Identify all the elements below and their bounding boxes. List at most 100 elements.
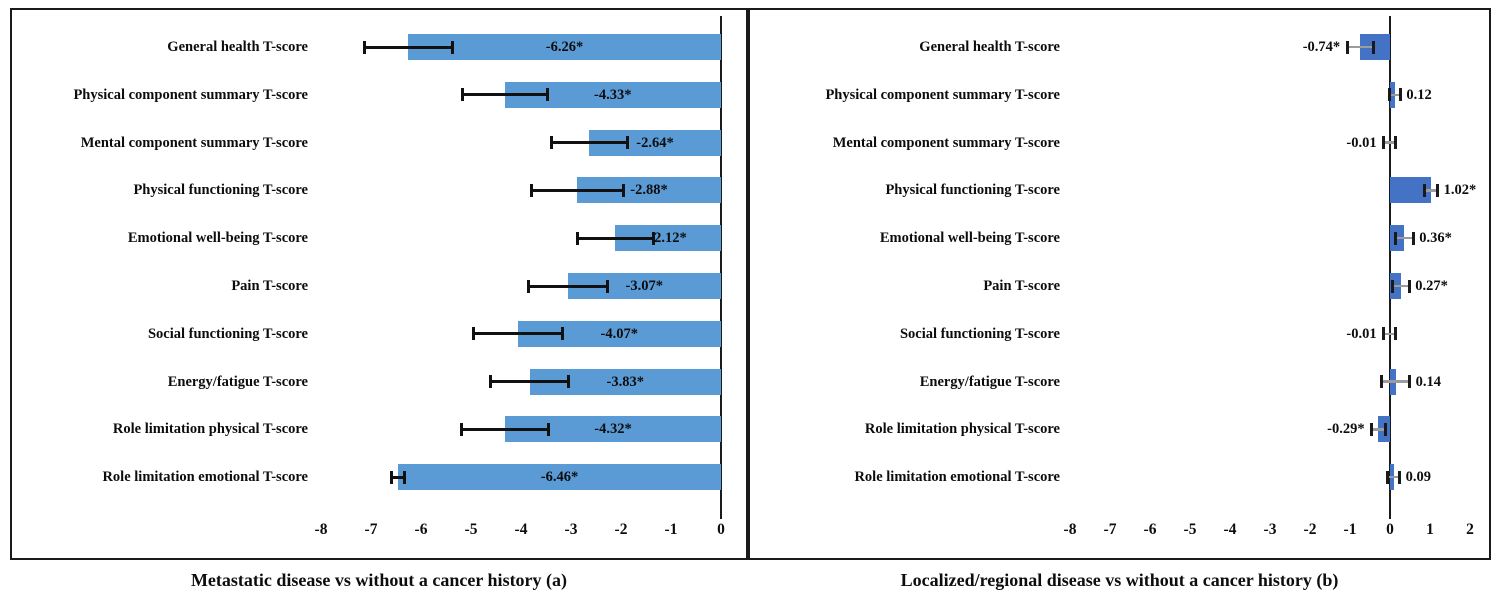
value-label: -6.46* [540,469,579,486]
error-bar-cap [1390,279,1394,293]
error-bar-line [531,188,623,192]
error-bar-cap [390,470,393,484]
error-bar-cap [1383,422,1387,436]
error-bar-cap [575,231,579,245]
x-axis-tick-label: -7 [1103,521,1117,538]
error-bar-line [1347,45,1374,49]
error-bar-line [461,427,549,431]
x-axis-tick-label: 1 [1426,521,1434,538]
error-bar-cap [460,88,464,102]
x-axis-tick-label: -8 [314,521,328,538]
x-axis-tick-label: -2 [1303,521,1317,538]
caption-localized-regional: Localized/regional disease vs without a … [900,570,1339,590]
error-bar-cap [1382,327,1386,341]
x-axis-tick-label: 0 [717,521,725,538]
category-label: Emotional well-being T-score [127,230,308,247]
x-axis-tick-label: 0 [1386,521,1394,538]
value-label: 1.02* [1443,182,1477,199]
category-label: Role limitation emotional T-score [854,469,1060,486]
error-bar-cap [549,136,553,150]
error-bar-cap [450,40,454,54]
category-label: Mental component summary T-score [832,134,1060,151]
error-bar-line [490,380,569,384]
value-label: -0.01 [1346,134,1377,151]
value-label: -2.12* [649,230,687,247]
category-label: General health T-score [919,39,1060,55]
error-bar-line [1383,332,1396,336]
category-label: Energy/fatigue T-score [919,373,1060,390]
error-bar-line [473,332,562,336]
error-bar-cap [1386,470,1390,484]
panel-localized-regional: General health T-score -0.74* Physical com… [748,8,1491,560]
bar [398,464,721,491]
category-label: Energy/fatigue T-score [167,373,308,390]
zero-axis-tick [720,512,722,519]
error-bar-cap [560,327,564,341]
plot-area-localized-regional: General health T-score -0.74* Physical com… [750,10,1489,558]
value-label: -2.88* [630,182,668,199]
error-bar-line [551,141,627,145]
zero-axis-line [1389,16,1391,512]
category-label: Role limitation emotional T-score [102,469,308,486]
error-bar-line [528,284,607,288]
category-label: Emotional well-being T-score [879,230,1060,247]
x-axis-tick-label: -4 [514,521,528,538]
error-bar-cap [1387,88,1391,102]
x-axis-tick-label: -3 [1263,521,1277,538]
value-label: 0.36* [1419,230,1452,247]
error-bar-cap [1380,375,1384,389]
value-label: -4.33* [594,86,632,103]
category-label: Social functioning T-score [147,325,308,342]
error-bar-cap [567,375,570,389]
category-label: Mental component summary T-score [80,134,308,151]
category-label: Physical component summary T-score [825,86,1060,103]
error-bar-line [391,475,405,479]
error-bar-cap [1370,422,1374,436]
error-bar-line [1395,236,1414,240]
error-bar-cap [621,183,625,197]
error-bar-cap [1345,40,1349,54]
error-bar-cap [489,375,492,389]
error-bar-line [1392,284,1410,288]
caption-metastatic: Metastatic disease vs without a cancer h… [190,570,568,590]
x-axis-tick-label: -6 [1143,521,1157,538]
error-bar-cap [529,183,533,197]
error-bar-cap [545,88,549,102]
error-bar-cap [1398,470,1402,484]
error-bar-cap [547,422,550,436]
category-label: Physical component summary T-score [73,86,308,103]
error-bar-line [1371,428,1386,431]
category-label: Role limitation physical T-score [864,421,1060,438]
value-label: -4.07* [600,325,638,342]
error-bar-cap [651,231,655,245]
x-axis-tick-label: -1 [1343,521,1357,538]
category-label: General health T-score [167,39,308,55]
x-axis-tick-label: -4 [1223,521,1237,538]
error-bar-line [1383,141,1396,144]
error-bar-line [577,236,653,240]
error-bar-line [1389,93,1401,97]
error-bar-line [364,45,452,49]
error-bar-cap [1398,88,1402,102]
value-label: -6.26* [545,39,584,55]
error-bar-cap [1422,183,1426,197]
value-label: -2.64* [636,134,674,151]
x-axis-tick-label: -1 [664,521,678,538]
error-bar-cap [1436,183,1440,197]
x-axis-tick-label: -7 [364,521,378,538]
category-label: Role limitation physical T-score [112,421,308,438]
error-bar-line [462,93,547,97]
error-bar-cap [605,279,609,293]
error-bar-cap [403,470,406,484]
zero-axis-line [720,16,722,512]
value-label: -0.74* [1302,39,1341,55]
error-bar-cap [1408,375,1412,389]
error-bar-cap [625,136,629,150]
value-label: 0.12 [1406,86,1432,103]
value-label: 0.09 [1405,469,1431,486]
error-bar-cap [1394,136,1398,150]
error-bar-line [1424,189,1438,192]
value-label: -3.07* [625,278,663,294]
value-label: -3.83* [606,373,644,390]
x-axis-tick-label: -8 [1063,521,1077,538]
